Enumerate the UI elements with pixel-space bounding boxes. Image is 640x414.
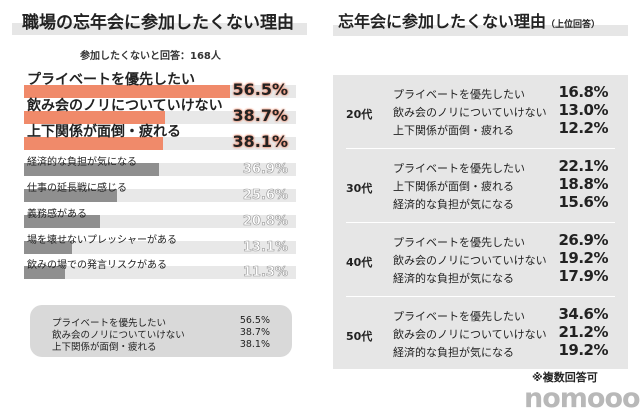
reason-label: プライベートを優先したい — [393, 236, 525, 249]
reason-value: 18.8% — [558, 175, 608, 193]
reason-label: 上下関係が面倒・疲れる — [393, 180, 514, 193]
bar-value-label: 20.8% — [242, 214, 289, 230]
summary-value: 38.1% — [239, 339, 270, 350]
reason-value: 19.2% — [558, 341, 608, 359]
summary-value: 38.7% — [239, 327, 270, 338]
reason-label: 経済的な負担が気になる — [393, 198, 514, 211]
bar-label: 仕事の延長戦に感じる — [27, 183, 127, 194]
reason-value: 21.2% — [558, 323, 608, 341]
reason-label: プライベートを優先したい — [393, 88, 525, 101]
bar — [24, 266, 66, 279]
bar-label: 飲み会のノリについていけない — [27, 98, 223, 114]
reason-value: 17.9% — [558, 267, 608, 285]
summary-row: プライベートを優先したい 56.5% — [52, 315, 270, 329]
reason-label: 上下関係が面倒・疲れる — [393, 124, 514, 137]
bar — [24, 111, 166, 124]
bar-row: 経済的な負担が気になる 36.9% — [24, 150, 296, 178]
nomooo-logo: nomooo — [524, 383, 640, 414]
bar-label: 経済的な負担が気になる — [27, 157, 137, 168]
bar-track — [24, 266, 296, 279]
age-label: 30代 — [346, 182, 373, 195]
age-group-box: 20代 プライベートを優先したい 16.8% 飲み会のノリについていけない 13.0… — [333, 75, 628, 369]
reason-label: 経済的な負担が気になる — [393, 346, 514, 359]
bar-value-label: 38.7% — [232, 106, 288, 125]
reason-label: 飲み会のノリについていけない — [393, 106, 547, 119]
bar-row: 上下関係が面倒・疲れる 38.1% — [24, 124, 296, 151]
bar-row: 飲みの場での発言リスクがある 11.3% — [24, 253, 296, 281]
reason-value: 26.9% — [558, 231, 608, 249]
summary-label: 飲み会のノリについていけない — [52, 330, 185, 341]
age-group-30代: 30代 プライベートを優先したい 22.1% 上下関係が面倒・疲れる 18.8% 経済… — [333, 151, 628, 224]
bar-row: 場を壊せないプレッシャーがある 13.1% — [24, 228, 296, 256]
reason-label: プライベートを優先したい — [393, 162, 525, 175]
age-group-20代: 20代 プライベートを優先したい 16.8% 飲み会のノリについていけない 13.0… — [333, 77, 628, 150]
right-title: 忘年会に参加したくない理由（上位回答） — [338, 8, 600, 32]
age-group-50代: 50代 プライベートを優先したい 34.6% 飲み会のノリについていけない 21.2… — [333, 299, 628, 372]
bar — [24, 189, 118, 202]
age-label: 40代 — [346, 256, 373, 269]
bar-row: プライベートを優先したい 56.5% — [24, 72, 296, 99]
age-label: 20代 — [346, 108, 373, 121]
bar-label: 上下関係が面倒・疲れる — [27, 124, 181, 140]
bar-value-label: 36.9% — [242, 162, 289, 178]
bar-track — [24, 241, 296, 254]
bar — [24, 163, 159, 176]
bar — [24, 215, 100, 228]
bar-label: プライベートを優先したい — [27, 72, 195, 88]
reason-label: 経済的な負担が気になる — [393, 272, 514, 285]
age-label: 50代 — [346, 330, 373, 343]
bar-row: 飲み会のノリについていけない 38.7% — [24, 98, 296, 125]
bar-label: 義務感がある — [27, 209, 87, 220]
summary-row: 上下関係が面倒・疲れる 38.1% — [52, 339, 270, 353]
bar-row: 義務感がある 20.8% — [24, 202, 296, 230]
reason-label: 飲み会のノリについていけない — [393, 328, 547, 341]
summary-box: プライベートを優先したい 56.5% 飲み会のノリについていけない 38.7% 上下… — [30, 305, 292, 357]
title-underline — [333, 25, 628, 36]
right-title-note: （上位回答） — [546, 20, 601, 30]
reason-value: 13.0% — [558, 101, 608, 119]
age-group-40代: 40代 プライベートを優先したい 26.9% 飲み会のノリについていけない 19.2… — [333, 225, 628, 298]
reason-value: 19.2% — [558, 249, 608, 267]
reason-value: 16.8% — [558, 83, 608, 101]
title-underline — [12, 23, 307, 35]
reason-label: 飲み会のノリについていけない — [393, 254, 547, 267]
bar-value-label: 11.3% — [242, 265, 289, 281]
reason-value: 34.6% — [558, 305, 608, 323]
bar-value-label: 56.5% — [232, 80, 288, 99]
bar-label: 場を壊せないプレッシャーがある — [27, 235, 177, 246]
bar-row: 仕事の延長戦に感じる 25.6% — [24, 176, 296, 204]
left-title: 職場の忘年会に参加したくない理由 — [22, 13, 294, 33]
reason-label: プライベートを優先したい — [393, 310, 525, 323]
bar — [24, 241, 72, 254]
summary-label: 上下関係が面倒・疲れる — [52, 342, 157, 353]
group-divider — [346, 296, 615, 297]
bar — [24, 137, 163, 150]
summary-label: プライベートを優先したい — [52, 318, 167, 329]
reason-value: 15.6% — [558, 193, 608, 211]
bar — [24, 85, 230, 98]
group-divider — [346, 148, 615, 149]
bar-value-label: 38.1% — [232, 132, 288, 151]
group-divider — [346, 222, 615, 223]
bar-label: 飲みの場での発言リスクがある — [27, 260, 167, 271]
bar-value-label: 13.1% — [242, 240, 289, 256]
bar-value-label: 25.6% — [242, 188, 289, 204]
footnote: ※複数回答可 — [532, 371, 598, 384]
respondents-note: 参加したくないと回答：168人 — [80, 51, 221, 62]
right-title-text: 忘年会に参加したくない理由 — [338, 12, 547, 31]
summary-value: 56.5% — [239, 315, 270, 326]
summary-row: 飲み会のノリについていけない 38.7% — [52, 327, 270, 341]
reason-value: 12.2% — [558, 119, 608, 137]
reason-value: 22.1% — [558, 157, 608, 175]
